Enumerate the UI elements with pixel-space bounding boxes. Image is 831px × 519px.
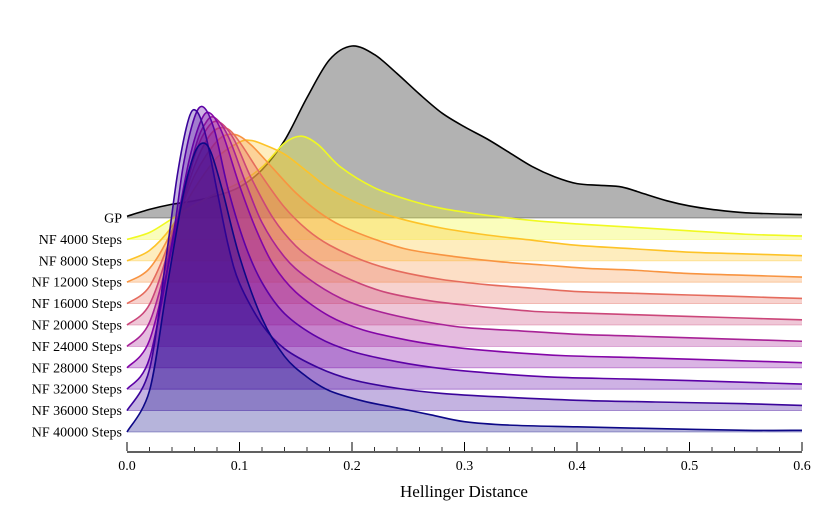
ridge-area (127, 121, 802, 325)
x-tick-label: 0.1 (231, 459, 249, 474)
ridge-area (127, 106, 802, 390)
x-tick-label: 0.2 (343, 459, 361, 474)
ridge-nf-40000-steps (126, 142, 803, 433)
ridge-area (127, 140, 802, 261)
row-label: NF 36000 Steps (32, 404, 122, 419)
x-tick-label: 0.3 (456, 459, 474, 474)
ridge-line (126, 142, 803, 433)
ridge-line (126, 133, 803, 283)
row-label: GP (104, 212, 122, 227)
ridges-group (126, 45, 803, 433)
ridge-line (126, 139, 803, 262)
ridge-nf-20000-steps (126, 120, 803, 326)
ridge-gp (126, 45, 803, 219)
ridge-line (126, 120, 803, 326)
ridge-area (127, 143, 802, 433)
ridge-nf-8000-steps (126, 139, 803, 262)
ridge-area (127, 112, 802, 368)
row-label: NF 24000 Steps (32, 340, 122, 355)
ridge-area (127, 45, 802, 218)
row-label: NF 32000 Steps (32, 383, 122, 398)
row-label: NF 20000 Steps (32, 319, 122, 334)
x-tick-label: 0.5 (681, 459, 699, 474)
ridge-line (126, 126, 803, 305)
ridge-line (126, 115, 803, 347)
ridge-area (127, 127, 802, 304)
ridge-nf-36000-steps (126, 108, 803, 412)
ridge-nf-24000-steps (126, 115, 803, 347)
ridge-area (127, 116, 802, 347)
x-tick-label: 0.6 (793, 459, 811, 474)
x-tick-label: 0.0 (118, 459, 136, 474)
x-axis: 0.0 0.1 0.2 0.3 0.4 0.5 0.6 (118, 442, 811, 474)
ridge-nf-32000-steps (126, 105, 803, 390)
ridge-line (126, 108, 803, 412)
ridge-nf-28000-steps (126, 111, 803, 369)
ridge-line (126, 111, 803, 369)
ridge-area (127, 109, 802, 411)
row-label: NF 12000 Steps (32, 276, 122, 291)
ridge-nf-16000-steps (126, 126, 803, 305)
row-label: NF 40000 Steps (32, 426, 122, 441)
ridge-line (126, 135, 803, 241)
x-axis-label: Hellinger Distance (400, 482, 528, 501)
row-label: NF 16000 Steps (32, 297, 122, 312)
x-tick-label: 0.4 (568, 459, 586, 474)
ridge-line (126, 105, 803, 390)
row-label: NF 4000 Steps (39, 233, 122, 248)
row-labels: GP NF 4000 Steps NF 8000 Steps NF 12000 Ste… (32, 212, 122, 441)
row-label: NF 8000 Steps (39, 254, 122, 269)
row-label: NF 28000 Steps (32, 361, 122, 376)
ridge-line (126, 45, 803, 218)
